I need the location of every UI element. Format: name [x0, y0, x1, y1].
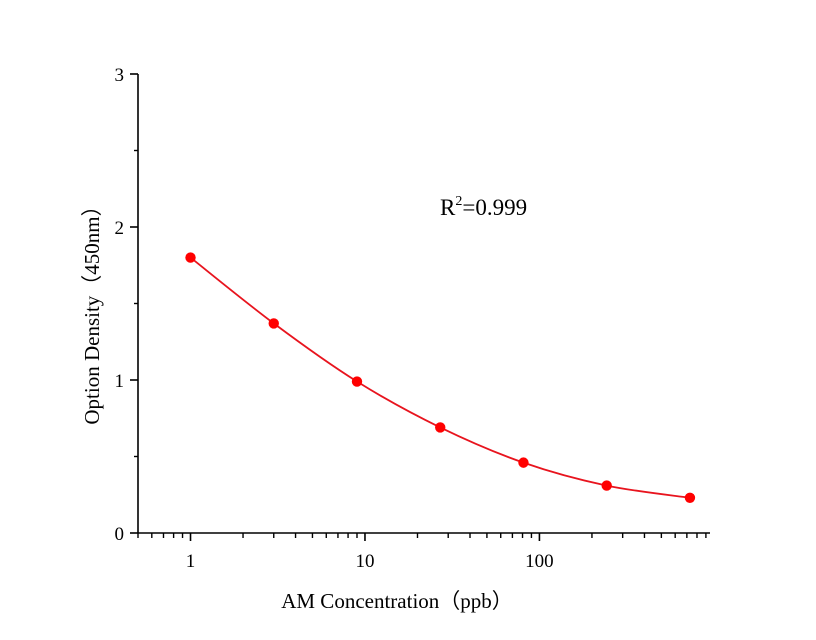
r-squared-value: =0.999 [462, 195, 527, 220]
data-point [518, 457, 529, 468]
data-point [351, 376, 363, 387]
y-tick-label: 1 [115, 371, 125, 392]
y-ticks: 0 1 2 3 [115, 65, 138, 545]
x-tick-label: 100 [525, 551, 554, 572]
series-line [189, 256, 691, 499]
y-tick-label: 0 [115, 524, 125, 545]
data-point [684, 492, 696, 504]
y-tick-label: 3 [115, 65, 125, 86]
x-tick-label: 10 [355, 551, 374, 572]
y-axis-label: Option Density（450nm） [80, 195, 104, 424]
points-layer [185, 252, 696, 504]
data-point [435, 422, 446, 433]
data-point [601, 480, 612, 491]
curve-layer [189, 256, 691, 499]
x-axis-label: AM Concentration（ppb） [281, 589, 513, 613]
r-squared-base: R [440, 195, 456, 220]
x-tick-label: 1 [186, 551, 196, 572]
data-point [185, 252, 196, 263]
axes: 0 1 2 3 1 10 100 [115, 65, 710, 572]
r-squared-superscript: 2 [455, 194, 462, 209]
r-squared-annotation: R2=0.999 [440, 194, 527, 220]
data-point [268, 318, 279, 329]
y-tick-label: 2 [115, 218, 125, 239]
x-ticks: 1 10 100 [137, 533, 707, 572]
